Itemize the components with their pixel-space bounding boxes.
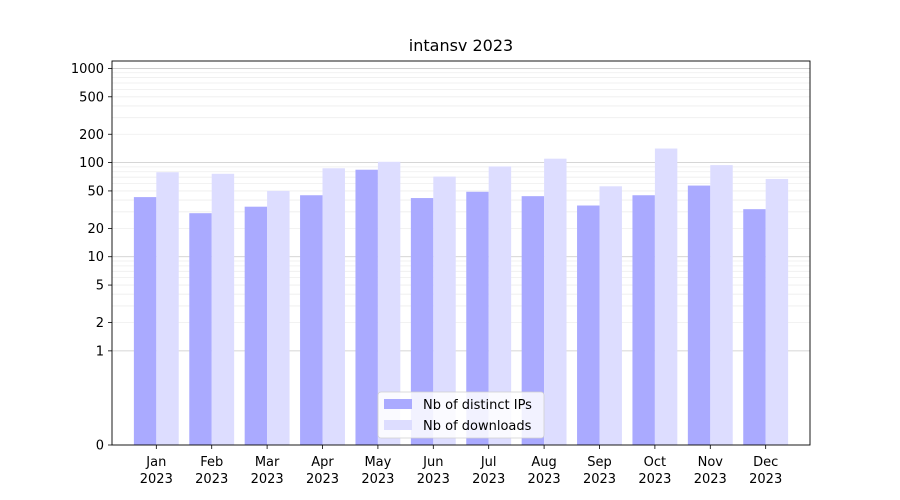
bar-distinct-ips: [687, 185, 711, 446]
bar-distinct-ips: [133, 197, 157, 445]
y-tick-label: 0: [96, 439, 104, 454]
bar-distinct-ips: [632, 195, 655, 445]
x-tick-label: Jun: [422, 455, 443, 470]
x-tick-sublabel: 2023: [417, 472, 450, 487]
x-tick-sublabel: 2023: [472, 472, 505, 487]
bar-distinct-ips: [466, 191, 489, 445]
bar-downloads: [377, 161, 401, 445]
bar-distinct-ips: [244, 206, 268, 445]
y-tick-label: 5: [96, 279, 104, 294]
bar-distinct-ips: [743, 209, 766, 445]
legend: Nb of distinct IPs Nb of downloads: [377, 391, 545, 439]
x-tick-label: Nov: [698, 455, 724, 470]
x-tick-sublabel: 2023: [306, 472, 339, 487]
bar-distinct-ips: [577, 205, 600, 445]
bar-downloads: [544, 158, 567, 445]
bar-downloads: [156, 172, 179, 445]
y-tick-label: 50: [87, 184, 104, 199]
x-tick-label: Feb: [200, 455, 223, 470]
y-tick-label: 1: [96, 344, 104, 359]
y-tick-label: 200: [79, 128, 104, 143]
y-tick-label: 500: [79, 90, 104, 105]
x-tick-sublabel: 2023: [528, 472, 561, 487]
bar-distinct-ips: [300, 195, 323, 445]
bar-downloads: [488, 166, 512, 445]
bar-distinct-ips: [355, 169, 378, 445]
y-tick-label: 20: [87, 222, 104, 237]
x-tick-label: Oct: [644, 455, 666, 470]
legend-label: Nb of distinct IPs: [423, 398, 532, 413]
x-tick-sublabel: 2023: [694, 472, 727, 487]
bar-downloads: [599, 186, 622, 445]
axes: Jan2023Feb2023Mar2023Apr2023May2023Jun20…: [71, 60, 811, 487]
bar-downloads: [654, 148, 678, 446]
x-tick-label: Mar: [255, 455, 280, 470]
bar-distinct-ips: [521, 196, 545, 445]
x-tick-label: Sep: [587, 455, 612, 470]
plot-frame: [111, 60, 811, 446]
x-tick-sublabel: 2023: [361, 472, 394, 487]
x-tick-sublabel: 2023: [195, 472, 228, 487]
legend-label: Nb of downloads: [423, 419, 532, 434]
bar-downloads: [765, 178, 789, 445]
x-tick-label: Jul: [480, 455, 497, 470]
bar-downloads: [433, 176, 456, 445]
x-tick-sublabel: 2023: [638, 472, 671, 487]
x-tick-label: May: [364, 455, 391, 470]
x-tick-sublabel: 2023: [140, 472, 173, 487]
x-tick-sublabel: 2023: [583, 472, 616, 487]
y-tick-label: 2: [96, 316, 104, 331]
x-tick-label: Apr: [311, 455, 334, 470]
x-tick-label: Aug: [531, 455, 556, 470]
bar-distinct-ips: [410, 198, 434, 445]
y-tick-label: 1000: [71, 62, 104, 77]
bar-distinct-ips: [189, 213, 212, 445]
bar-downloads: [267, 190, 290, 445]
legend-swatch: [384, 399, 412, 409]
x-tick-sublabel: 2023: [749, 472, 782, 487]
x-tick-label: Jan: [145, 455, 166, 470]
bar-downloads: [211, 173, 235, 445]
chart-title: intansv 2023: [409, 36, 513, 55]
legend-box: [377, 391, 545, 439]
y-tick-label: 100: [79, 156, 104, 171]
legend-swatch: [384, 420, 412, 430]
y-tick-label: 10: [87, 250, 104, 265]
bar-downloads: [322, 168, 345, 446]
bars: [133, 148, 789, 446]
x-tick-sublabel: 2023: [251, 472, 284, 487]
x-tick-label: Dec: [753, 455, 778, 470]
bar-downloads: [710, 165, 733, 445]
